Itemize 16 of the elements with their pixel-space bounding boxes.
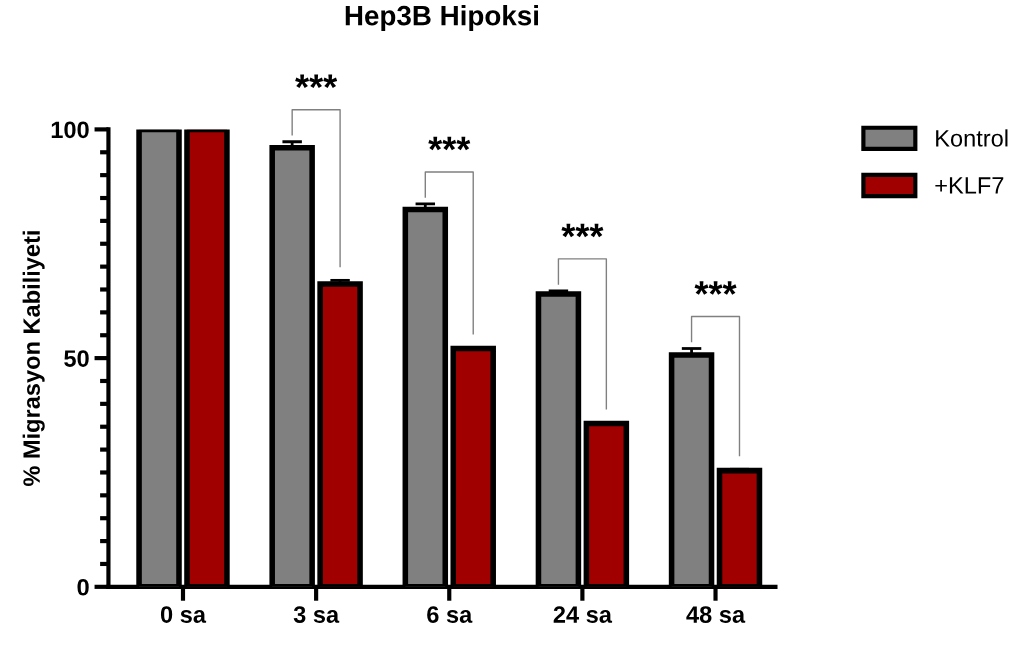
x-tick-label: 0 sa bbox=[160, 606, 207, 623]
annotation: *** bbox=[428, 136, 471, 151]
annotation: *** bbox=[694, 281, 737, 295]
text: *** bbox=[295, 74, 338, 89]
y-tick-label: 0 bbox=[77, 578, 89, 596]
y-tick-label: 100 bbox=[51, 121, 89, 139]
y-tick-label: 50 bbox=[64, 350, 89, 367]
x-tick-label: 24 sa bbox=[553, 606, 613, 623]
y-axis-title: % Migrasyon Kabiliyeti bbox=[22, 231, 45, 487]
legend-label: Kontrol bbox=[936, 129, 1008, 147]
legend-label: +KLF7 bbox=[935, 177, 1004, 194]
x-tick-label: 6 sa bbox=[427, 606, 473, 623]
annotation: *** bbox=[561, 223, 604, 238]
chart-title: Hep3B Hipoksi bbox=[345, 5, 538, 31]
x-tick-label: 3 sa bbox=[293, 606, 340, 623]
x-tick-label: 48 sa bbox=[686, 606, 746, 623]
